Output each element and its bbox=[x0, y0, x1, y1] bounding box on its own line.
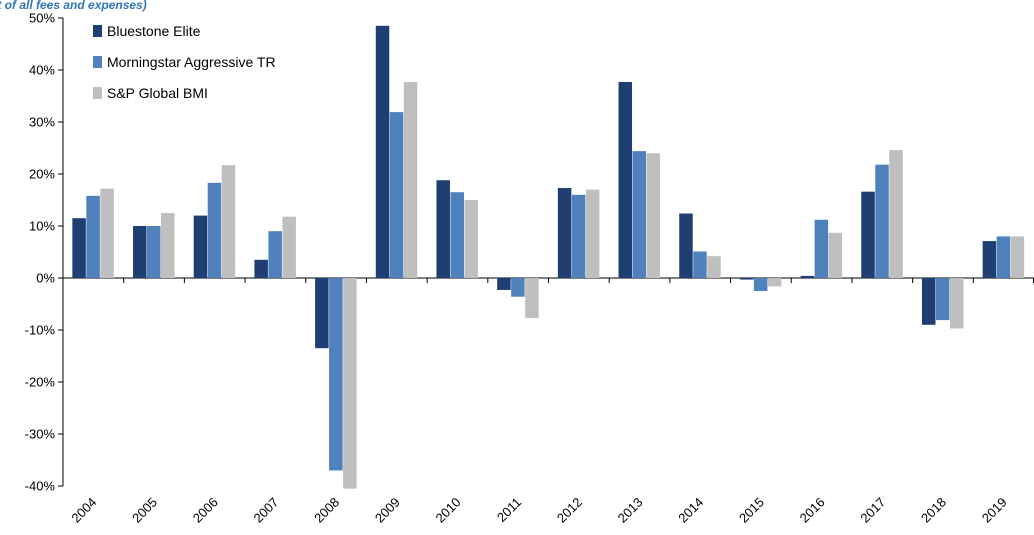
y-tick-label: 40% bbox=[29, 63, 55, 78]
x-tick-label: 2008 bbox=[311, 495, 342, 526]
x-tick-label: 2016 bbox=[797, 495, 828, 526]
x-tick-label: 2005 bbox=[129, 495, 160, 526]
x-tick-label: 2006 bbox=[190, 495, 221, 526]
x-tick-label: 2015 bbox=[736, 495, 767, 526]
bar bbox=[996, 236, 1011, 278]
y-tick-label: 10% bbox=[29, 219, 55, 234]
legend-item: Bluestone Elite bbox=[93, 23, 201, 39]
bar bbox=[632, 151, 647, 278]
bar bbox=[557, 188, 572, 278]
bar bbox=[875, 164, 889, 278]
bar bbox=[464, 200, 478, 278]
bar bbox=[315, 278, 329, 349]
x-tick-label: 2007 bbox=[250, 495, 281, 526]
x-tick-label: 2019 bbox=[979, 495, 1010, 526]
legend-item: Morningstar Aggressive TR bbox=[93, 54, 276, 70]
y-tick-label: -10% bbox=[25, 323, 56, 338]
y-axis: -40% -30% -20% -10% 0% 10% 20% 30% 40% 50% bbox=[25, 11, 64, 494]
series-1 bbox=[86, 112, 1011, 471]
x-tick-label: 2012 bbox=[554, 495, 585, 526]
legend-label: S&P Global BMI bbox=[107, 85, 208, 101]
bar bbox=[935, 278, 950, 321]
x-tick-label: 2009 bbox=[372, 495, 403, 526]
bar bbox=[497, 278, 511, 290]
y-tick-label: 30% bbox=[29, 115, 55, 130]
bar bbox=[707, 256, 721, 278]
bar bbox=[282, 216, 296, 278]
bar bbox=[679, 213, 693, 278]
bar bbox=[343, 278, 357, 489]
bar bbox=[193, 215, 208, 278]
bar bbox=[861, 191, 875, 278]
bar bbox=[889, 150, 903, 278]
bar bbox=[450, 192, 464, 278]
x-axis: 2004 2005 2006 2007 2008 2009 2010 2011 2012 2013… bbox=[62, 277, 1034, 526]
y-tick-label: -20% bbox=[25, 375, 56, 390]
bar bbox=[1010, 236, 1025, 278]
bar bbox=[147, 226, 161, 278]
bars bbox=[72, 25, 1025, 489]
bar bbox=[161, 213, 175, 278]
bar bbox=[207, 182, 222, 278]
series-0 bbox=[72, 25, 997, 349]
legend-swatch bbox=[93, 87, 102, 99]
bar bbox=[72, 218, 86, 278]
bar bbox=[921, 278, 936, 325]
bar bbox=[982, 241, 997, 278]
bar bbox=[268, 231, 282, 278]
bar bbox=[86, 195, 100, 278]
bar bbox=[525, 278, 539, 319]
bar bbox=[403, 81, 418, 279]
x-tick-label: 2018 bbox=[918, 495, 949, 526]
legend-label: Morningstar Aggressive TR bbox=[107, 54, 276, 70]
x-tick-label: 2017 bbox=[857, 495, 888, 526]
legend: Bluestone Elite Morningstar Aggressive TR… bbox=[93, 23, 276, 101]
bar bbox=[254, 259, 268, 278]
y-tick-label: -30% bbox=[25, 427, 56, 442]
x-tick-label: 2004 bbox=[68, 495, 99, 526]
y-tick-label: -40% bbox=[25, 479, 56, 494]
bar bbox=[511, 278, 525, 297]
bar bbox=[585, 189, 600, 278]
legend-swatch bbox=[93, 25, 102, 37]
x-tick-label: 2013 bbox=[615, 495, 646, 526]
y-tick-label: 20% bbox=[29, 167, 55, 182]
bar bbox=[767, 278, 782, 287]
bar bbox=[693, 251, 707, 278]
y-tick-label: 50% bbox=[29, 11, 55, 26]
bar bbox=[100, 188, 114, 278]
bar bbox=[800, 275, 815, 278]
chart-subtitle: (Net of all fees and expenses) bbox=[0, 0, 147, 12]
bar bbox=[133, 226, 147, 278]
bar bbox=[221, 165, 236, 278]
x-tick-label: 2011 bbox=[494, 495, 524, 525]
bar bbox=[389, 112, 404, 279]
x-tick-label: 2014 bbox=[675, 495, 706, 526]
bar bbox=[828, 232, 843, 278]
bar bbox=[646, 153, 661, 278]
bar bbox=[329, 278, 343, 471]
y-tick-label: 0% bbox=[36, 271, 55, 286]
series-2 bbox=[100, 81, 1025, 489]
bar bbox=[814, 219, 829, 278]
legend-item: S&P Global BMI bbox=[93, 85, 208, 101]
legend-label: Bluestone Elite bbox=[107, 23, 201, 39]
bar bbox=[739, 278, 754, 280]
bar bbox=[571, 194, 586, 278]
legend-swatch bbox=[93, 56, 102, 68]
bar bbox=[436, 180, 450, 278]
x-tick-label: 2010 bbox=[433, 495, 464, 526]
bar bbox=[375, 25, 390, 278]
bar bbox=[949, 278, 964, 329]
bar bbox=[753, 278, 768, 291]
bar bbox=[618, 81, 633, 279]
